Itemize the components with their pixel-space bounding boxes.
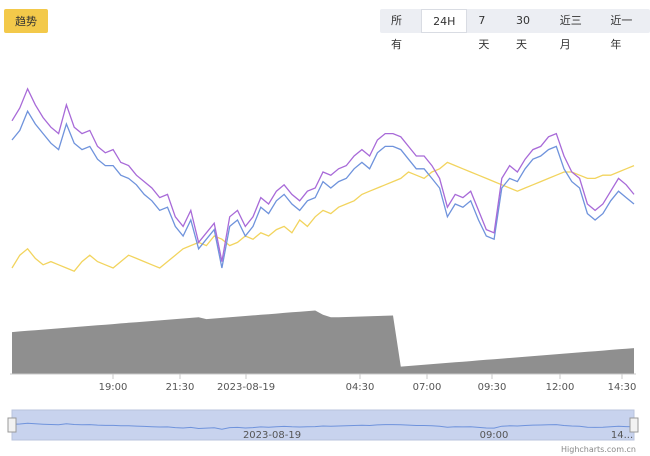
navigator-handle-right[interactable]	[629, 417, 639, 433]
navigator-tick-label: 2023-08-19	[243, 430, 301, 441]
range-tab-30d[interactable]: 30天	[516, 14, 530, 51]
x-tick-label: 07:00	[413, 382, 442, 393]
range-selector: 所有 24H 7天 30天 近三月 近一年	[380, 9, 650, 51]
x-tick-label: 12:00	[546, 382, 575, 393]
x-tick-label: 19:00	[99, 382, 128, 393]
range-tab-1y[interactable]: 近一年	[610, 14, 633, 51]
range-tab-24h[interactable]: 24H	[421, 9, 468, 33]
series-line-blue	[11, 109, 635, 269]
x-tick-label: 21:30	[166, 382, 195, 393]
range-tab-all[interactable]: 所有	[391, 14, 402, 51]
navigator[interactable]: 2023-08-19 09:00 14...	[7, 409, 639, 441]
x-tick-label: 2023-08-19	[217, 382, 275, 393]
navigator-line	[11, 422, 635, 430]
x-axis-ticks: 19:00 21:30 2023-08-19 04:30 07:00 09:30 12:00…	[99, 374, 637, 393]
volume-area-path	[12, 310, 634, 374]
series-line-purple	[11, 87, 635, 262]
trend-button[interactable]: 趋势	[4, 9, 48, 33]
x-tick-label: 09:30	[478, 382, 507, 393]
navigator-tick-label: 09:00	[480, 430, 509, 441]
volume-area	[12, 310, 634, 374]
price-lines	[11, 87, 635, 272]
navigator-handle-left[interactable]	[7, 417, 17, 433]
navigator-tick-label: 14...	[611, 430, 633, 441]
range-tab-7d[interactable]: 7天	[478, 14, 490, 51]
range-tab-3m[interactable]: 近三月	[559, 14, 582, 51]
x-tick-label: 04:30	[346, 382, 375, 393]
series-line-yellow	[11, 161, 635, 272]
credit-text: Highcharts.com.cn	[561, 445, 636, 454]
x-tick-label: 14:30	[608, 382, 637, 393]
